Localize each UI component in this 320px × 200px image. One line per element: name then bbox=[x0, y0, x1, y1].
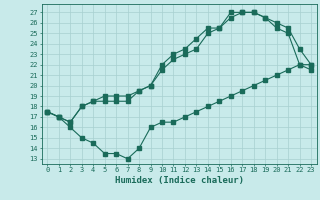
X-axis label: Humidex (Indice chaleur): Humidex (Indice chaleur) bbox=[115, 176, 244, 185]
